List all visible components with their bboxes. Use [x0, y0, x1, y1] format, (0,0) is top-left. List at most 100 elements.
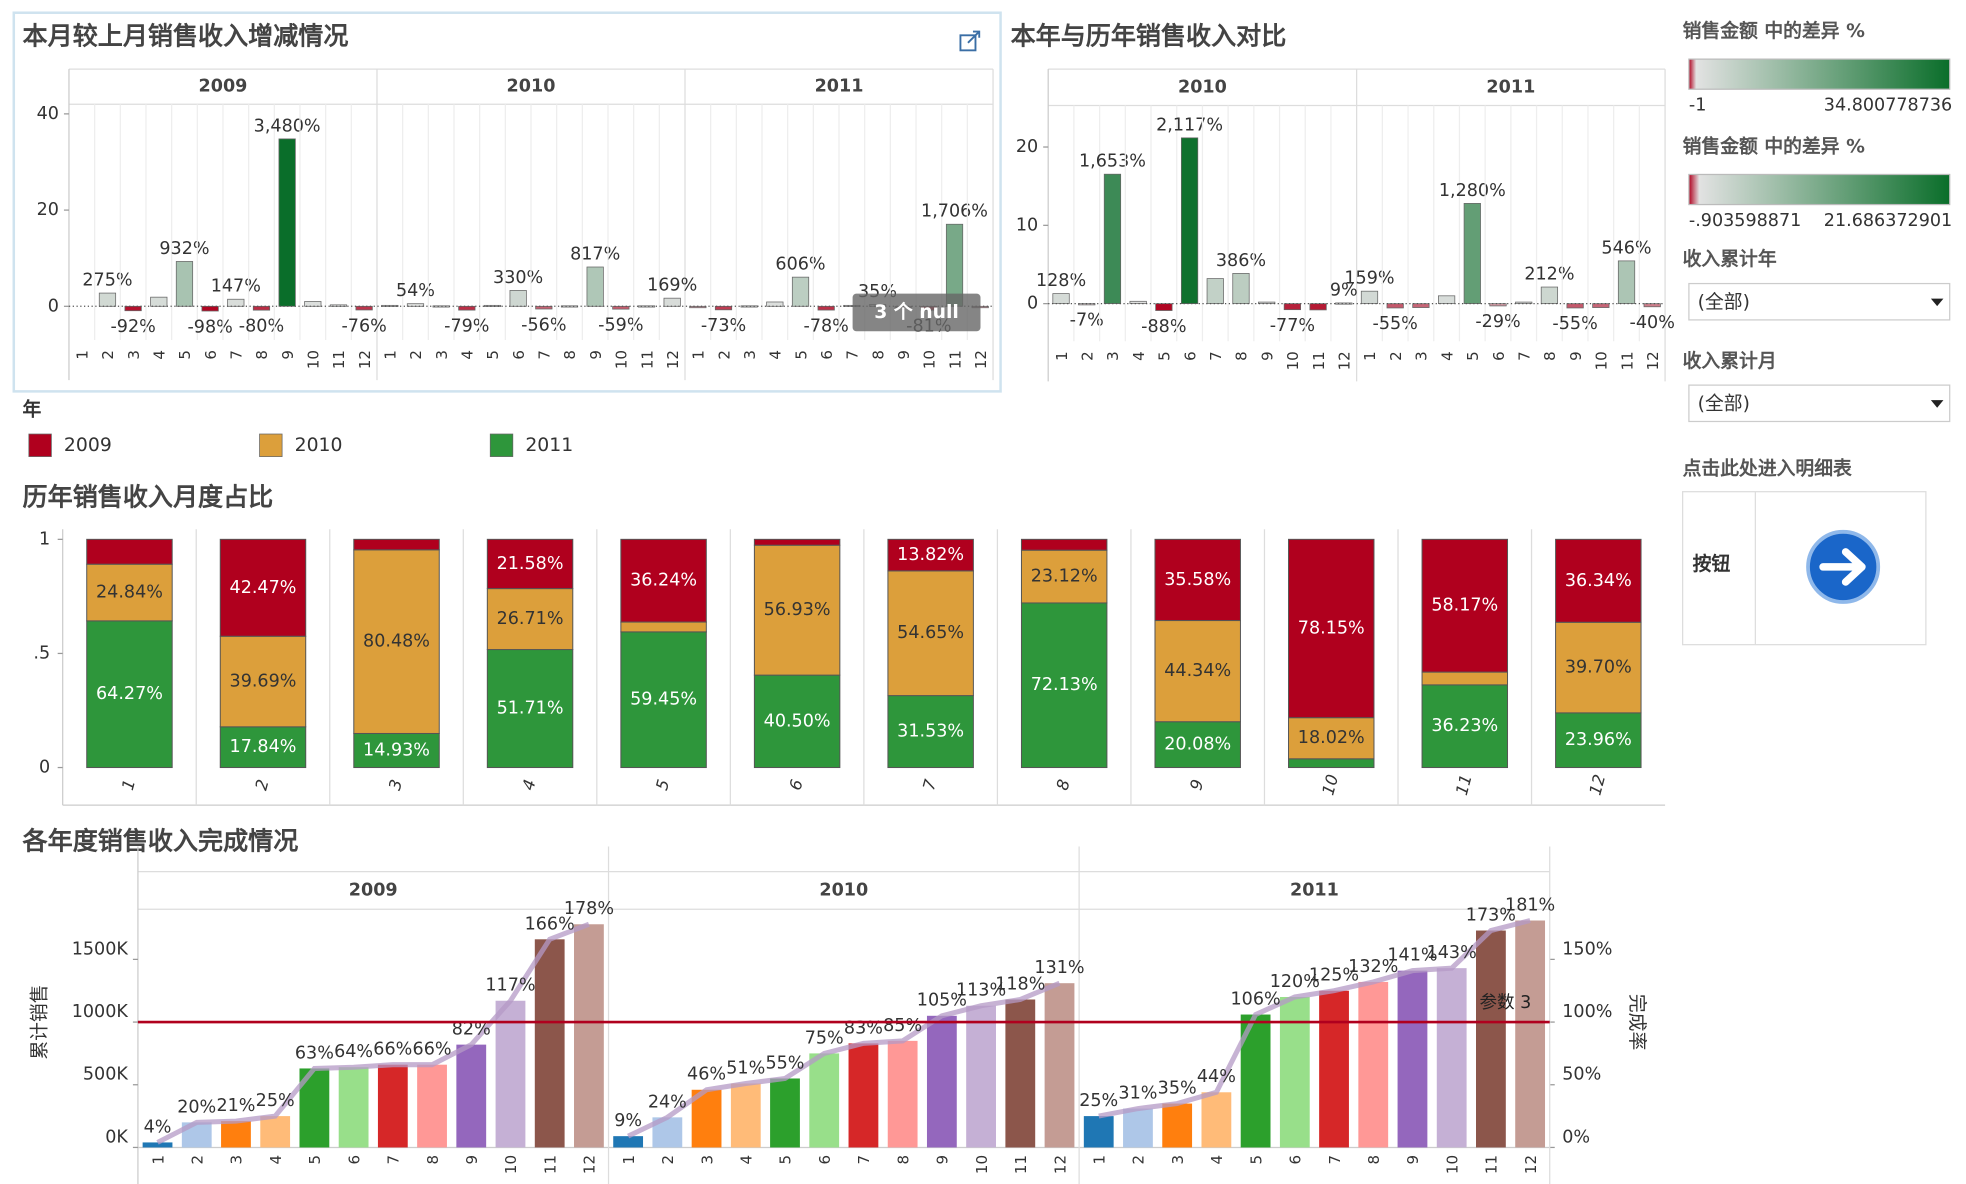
value-label: 17.84%: [230, 737, 297, 757]
bar: [221, 1121, 251, 1148]
bar: [355, 305, 373, 311]
x-tick-label: 9: [1404, 1155, 1422, 1165]
x-tick-label: 6: [1287, 1155, 1305, 1165]
dropdown-value: (全部): [1698, 291, 1750, 313]
value-label: 39.69%: [230, 672, 297, 692]
bar-segment: [753, 544, 841, 676]
rate-label: 24%: [648, 1092, 687, 1112]
x-tick-label: 8: [894, 1155, 912, 1165]
bar: [509, 290, 527, 307]
x-tick-label: 6: [510, 350, 528, 360]
bar: [1129, 300, 1147, 305]
x-tick-label: 2: [1130, 1155, 1148, 1165]
color-legend-min: -.903598871: [1689, 211, 1801, 231]
bar-segment: [86, 620, 173, 769]
x-tick-label: 3: [1104, 351, 1122, 361]
expand-icon[interactable]: [959, 30, 981, 52]
x-tick-label: 8: [1053, 777, 1074, 792]
x-tick-label: 10: [1593, 351, 1611, 370]
x-tick-label: 11: [1012, 1155, 1030, 1174]
rate-label: 64%: [334, 1042, 373, 1062]
rate-label: 105%: [917, 991, 967, 1011]
value-label: 128%: [1036, 271, 1086, 291]
y-tick-label: 500K: [83, 1065, 128, 1085]
x-tick-label: 4: [1438, 351, 1456, 361]
x-tick-label: 11: [1618, 351, 1636, 370]
x-tick-label: 4: [1130, 351, 1148, 361]
dropdown[interactable]: (全部): [1688, 384, 1951, 423]
x-tick-label: 1: [1361, 351, 1379, 361]
detail-button[interactable]: [1806, 529, 1881, 604]
value-label: 9%: [1330, 280, 1358, 300]
value-label: 72.13%: [1031, 675, 1098, 695]
rate-label: 106%: [1231, 989, 1281, 1009]
y2-tick-label: 150%: [1562, 939, 1612, 959]
bar: [1005, 999, 1036, 1148]
dropdown[interactable]: (全部): [1688, 282, 1951, 321]
x-tick-label: 10: [973, 1155, 991, 1174]
bar: [1052, 293, 1070, 305]
value-label: 64.27%: [96, 684, 163, 704]
bar-segment: [486, 538, 574, 590]
value-label: 1,706%: [921, 202, 988, 222]
rate-label: 66%: [373, 1040, 412, 1060]
x-tick-label: 12: [1522, 1155, 1540, 1174]
x-tick-label: 5: [1247, 1155, 1265, 1165]
x-tick-label: 11: [1452, 772, 1476, 797]
value-label: 36.24%: [630, 571, 697, 591]
bar-segment: [1555, 621, 1642, 714]
x-tick-label: 1: [1090, 1155, 1108, 1165]
dropdown-arrow: [1930, 400, 1944, 408]
bar: [791, 276, 810, 307]
x-tick-label: 8: [1233, 351, 1251, 361]
x-tick-label: 12: [356, 350, 374, 369]
x-tick-label: 7: [855, 1155, 873, 1165]
bar: [329, 304, 348, 307]
x-tick-label: 7: [844, 350, 862, 360]
rate-label: 82%: [452, 1020, 491, 1040]
x-tick-label: 4: [767, 350, 785, 360]
rate-label: 25%: [1079, 1091, 1118, 1111]
bar: [150, 296, 168, 307]
dropdown-box: [1688, 384, 1951, 423]
x-tick-label: 11: [541, 1155, 559, 1174]
panel-header: 2011: [815, 77, 864, 97]
bar: [1232, 273, 1250, 305]
x-tick-label: 9: [587, 350, 605, 360]
bar: [124, 305, 142, 312]
bar: [1283, 303, 1301, 311]
value-label: -80%: [239, 316, 284, 336]
x-tick-label: 6: [345, 1155, 363, 1165]
bar-segment: [486, 649, 574, 769]
x-tick-label: 7: [385, 1155, 403, 1165]
y-tick-label: 1: [39, 529, 50, 549]
chart-title: 各年度销售收入完成情况: [22, 825, 299, 855]
rate-label: 51%: [726, 1058, 765, 1078]
button-frame: [1682, 491, 1927, 646]
bar: [887, 1040, 918, 1148]
bar: [1201, 1092, 1232, 1148]
value-label: -76%: [341, 316, 386, 336]
x-tick-label: 1: [74, 350, 92, 360]
value-label: 23.96%: [1565, 730, 1632, 750]
chart-title: 历年销售收入月度占比: [23, 482, 274, 512]
color-legend-title: 销售金额 中的差异 %: [1683, 19, 1865, 42]
bar: [1643, 303, 1661, 308]
bar: [1083, 1116, 1114, 1148]
bar-segment: [1020, 538, 1108, 551]
x-tick-label: 9: [1567, 351, 1585, 361]
value-label: -92%: [110, 317, 155, 337]
bar-segment: [1288, 538, 1375, 719]
bar: [534, 939, 565, 1148]
rate-label: 83%: [844, 1018, 883, 1038]
panel-header: 2011: [1290, 880, 1339, 900]
x-tick-label: 12: [972, 350, 990, 369]
x-tick-label: 4: [738, 1155, 756, 1165]
x-tick-label: 9: [934, 1155, 952, 1165]
value-label: -29%: [1475, 312, 1520, 332]
legend-label: 2011: [525, 435, 573, 456]
value-label: -79%: [444, 316, 489, 336]
bar: [1309, 303, 1327, 311]
x-tick-label: 12: [581, 1155, 599, 1174]
bar: [1386, 303, 1404, 309]
